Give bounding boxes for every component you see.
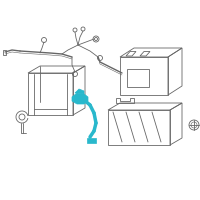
Polygon shape bbox=[75, 89, 84, 94]
Polygon shape bbox=[72, 93, 88, 104]
Bar bbox=[87, 138, 96, 143]
Bar bbox=[127, 69, 149, 87]
Bar bbox=[3, 50, 6, 55]
